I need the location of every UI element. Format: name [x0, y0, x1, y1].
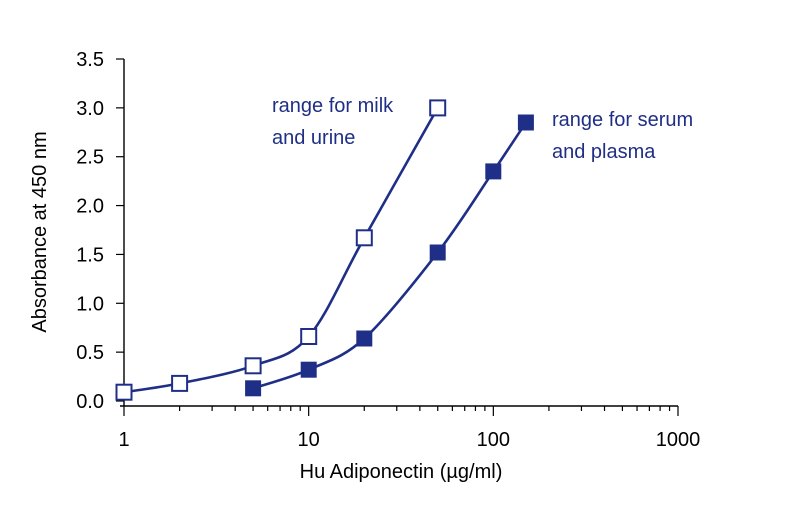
- series-1-point: [300, 328, 318, 345]
- series-group: [115, 99, 534, 401]
- series-2-point: [356, 330, 373, 347]
- y-axis-title: Absorbance at 450 nm: [29, 131, 51, 332]
- annotation-2-line: and plasma: [552, 141, 656, 163]
- series-1-point: [171, 374, 189, 392]
- series-1-point: [429, 99, 447, 117]
- ticks: 0.0 0.5 1.0 1.5 2.0 2.5 3.0 3.5 1 10 100 1000: [76, 49, 700, 451]
- x-tick-label: 100: [477, 429, 510, 451]
- series-1-point: [115, 383, 133, 401]
- series-2-point: [517, 114, 534, 131]
- annotation-1-line: range for milk: [272, 95, 394, 117]
- y-tick-label: 3.5: [76, 49, 104, 71]
- annotations: range for milk and urine range for serum an…: [272, 95, 693, 163]
- y-tick-label: 0.5: [76, 342, 104, 364]
- series-1-point: [244, 357, 262, 375]
- y-tick-label: 2.0: [76, 196, 104, 218]
- series-2-point: [485, 163, 502, 180]
- y-tick-label: 3.0: [76, 98, 104, 120]
- y-tick-label: 2.5: [76, 147, 104, 169]
- series-2-point: [429, 244, 446, 261]
- series-1-line: [123, 107, 439, 394]
- series-2-point: [300, 361, 317, 378]
- series-1-point: [355, 229, 373, 247]
- series-2-point: [245, 380, 262, 397]
- x-tick-label: 1: [118, 429, 129, 451]
- x-tick-label: 10: [298, 429, 320, 451]
- x-tick-label: 1000: [656, 429, 701, 451]
- y-tick-label: 1.5: [76, 244, 104, 266]
- y-tick-label: 0.0: [76, 391, 104, 413]
- annotation-1-line: and urine: [272, 127, 355, 149]
- annotation-2-line: range for serum: [552, 109, 693, 131]
- x-axis-title: Hu Adiponectin (µg/ml): [300, 461, 503, 483]
- y-tick-label: 1.0: [76, 293, 104, 315]
- axes: [120, 59, 678, 407]
